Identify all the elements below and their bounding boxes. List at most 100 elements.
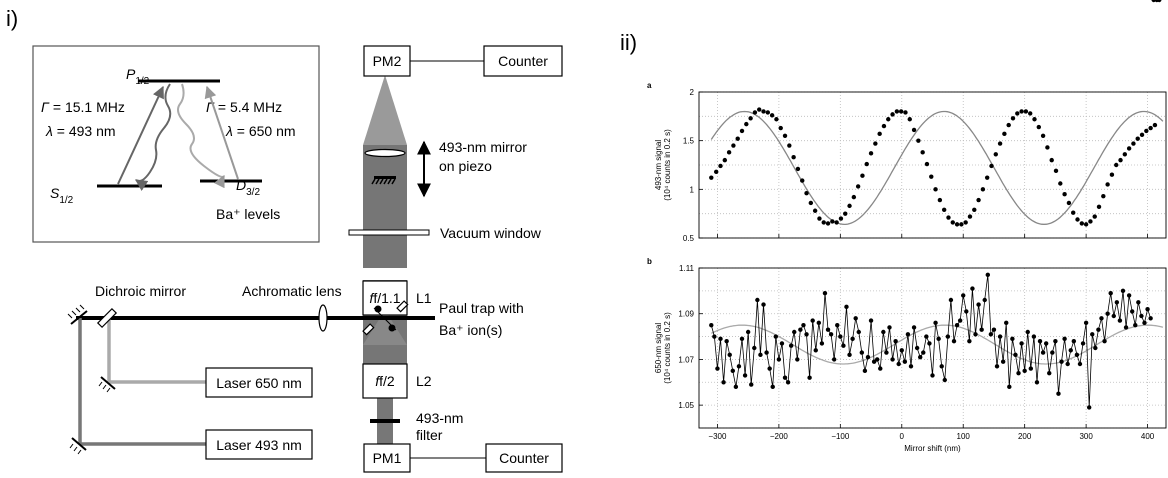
data-point	[847, 203, 852, 209]
data-point	[819, 341, 825, 346]
data-point	[1088, 219, 1093, 224]
data-point	[1131, 141, 1136, 146]
ba-levels-label: Ba⁺ levels	[216, 206, 280, 222]
data-point	[918, 354, 923, 360]
data-point	[1083, 222, 1089, 227]
data-point	[1004, 320, 1009, 326]
data-point	[903, 110, 908, 115]
data-point	[1010, 116, 1016, 121]
data-point	[967, 214, 973, 219]
x-tick-label: −300	[708, 432, 727, 441]
data-point	[816, 320, 822, 326]
data-point	[908, 364, 914, 369]
data-point	[884, 350, 889, 355]
panel-label-i: i)	[6, 6, 18, 31]
plot-frame	[698, 91, 1167, 239]
data-point	[989, 163, 994, 169]
y-tick-label: 2	[690, 88, 695, 97]
data-point	[1148, 125, 1153, 131]
data-point	[937, 197, 943, 203]
y-axis-label-line2: (10⁴ counts in 0.2 s)	[663, 312, 672, 384]
data-point	[748, 116, 753, 121]
data-point	[890, 357, 895, 362]
counter-bottom-label: Counter	[499, 450, 549, 466]
laser-650-label: Laser 650 nm	[216, 375, 302, 391]
data-point	[782, 133, 788, 138]
data-point	[758, 352, 763, 358]
data-point	[776, 357, 782, 362]
data-point	[807, 375, 812, 380]
data-point	[1108, 290, 1113, 296]
data-point	[1142, 320, 1147, 326]
mirror-piezo-label-2: on piezo	[439, 158, 492, 174]
data-point	[865, 354, 871, 360]
data-point	[721, 380, 726, 385]
data-point	[972, 207, 977, 212]
data-point	[933, 320, 938, 326]
data-point	[1025, 329, 1030, 335]
data-point	[735, 136, 740, 141]
data-point	[951, 338, 957, 344]
data-point	[831, 357, 837, 362]
data-point	[778, 125, 783, 131]
fit-curve	[711, 324, 1164, 365]
data-point	[950, 220, 955, 225]
data-point	[929, 174, 934, 179]
data-point	[979, 327, 984, 332]
data-point	[941, 207, 947, 212]
laser-650-box	[205, 367, 313, 398]
data-point	[843, 211, 848, 216]
y-axis-label-line2: (10⁴ counts in 0.2 s)	[663, 129, 672, 201]
x-tick-label: −200	[770, 432, 789, 441]
data-point	[985, 272, 991, 278]
data-point	[1083, 320, 1089, 326]
data-point	[841, 343, 846, 348]
data-point	[835, 322, 840, 328]
collected-beam-upper-cone	[363, 75, 407, 145]
x-tick-label: 400	[1141, 432, 1155, 441]
data-point	[804, 191, 809, 196]
data-point	[855, 184, 861, 189]
data-point	[730, 368, 735, 374]
data-point	[1135, 136, 1140, 141]
data-point	[744, 121, 749, 127]
data-point	[878, 366, 883, 371]
data-point	[722, 157, 728, 163]
data-point	[1154, 0, 1159, 3]
pm2-label: PM2	[373, 53, 402, 69]
data-point	[856, 329, 861, 335]
data-point	[813, 348, 818, 353]
laser-493-box	[205, 429, 313, 460]
data-point	[757, 107, 762, 112]
data-point	[724, 338, 729, 344]
data-point	[769, 113, 775, 118]
data-point	[1122, 152, 1128, 157]
data-point	[898, 109, 904, 114]
plot-frame	[698, 267, 1167, 429]
data-point	[834, 220, 839, 225]
data-point	[782, 375, 788, 380]
data-point	[877, 131, 882, 137]
data-point	[1123, 325, 1129, 330]
data-point	[1040, 350, 1046, 355]
x-tick-label: −100	[831, 432, 850, 441]
data-point	[911, 325, 917, 330]
data-point	[939, 364, 944, 369]
data-point	[1066, 200, 1072, 206]
data-point	[1144, 128, 1149, 134]
laser-493-label: Laser 493 nm	[216, 437, 302, 453]
data-point	[770, 384, 775, 390]
data-point	[976, 197, 981, 203]
data-point	[1045, 145, 1050, 150]
data-point	[1071, 210, 1076, 215]
data-point	[930, 373, 935, 378]
data-point	[1065, 361, 1070, 367]
data-point	[795, 166, 801, 172]
data-point	[1058, 181, 1063, 186]
data-point	[850, 336, 855, 342]
mirror-piezo-label-1: 493-nm mirror	[439, 139, 527, 155]
data-point	[1092, 214, 1097, 219]
p12-label: P1/2	[126, 66, 150, 87]
data-point	[718, 163, 723, 169]
data-point	[1136, 300, 1141, 305]
